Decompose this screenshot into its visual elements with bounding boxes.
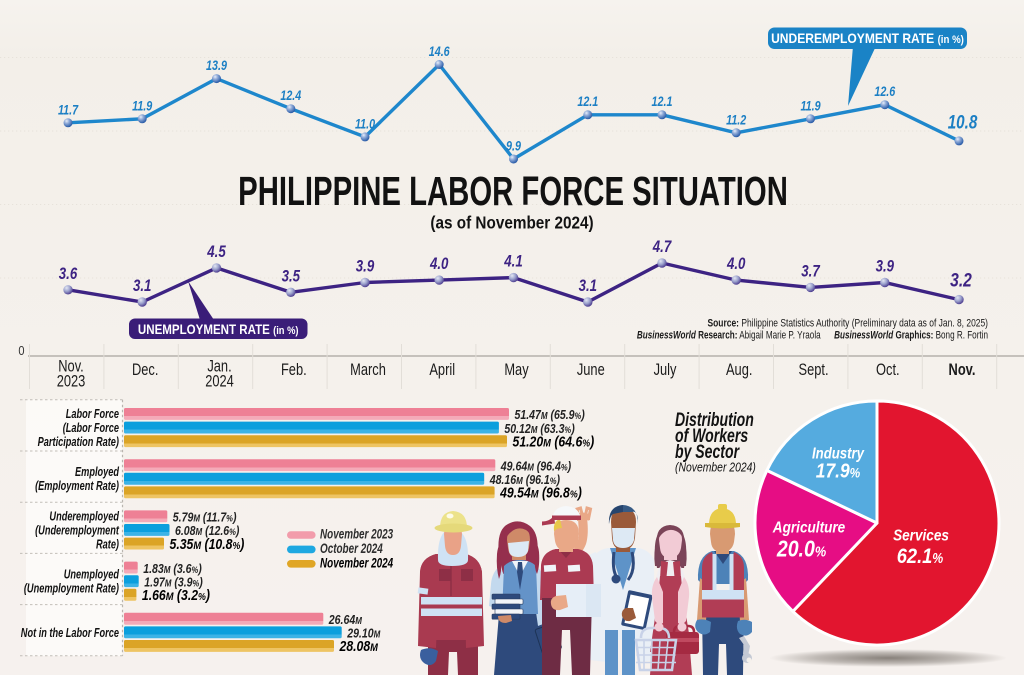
svg-text:Distribution: Distribution xyxy=(675,409,754,431)
svg-text:March: March xyxy=(350,362,386,380)
svg-text:Sept.: Sept. xyxy=(798,362,828,380)
svg-text:4.1: 4.1 xyxy=(503,252,522,271)
svg-text:2024: 2024 xyxy=(205,373,234,391)
svg-text:12.1: 12.1 xyxy=(652,94,673,110)
svg-text:4.0: 4.0 xyxy=(429,255,449,274)
svg-text:July: July xyxy=(654,362,677,380)
svg-text:11.9: 11.9 xyxy=(800,98,820,114)
svg-text:11.0: 11.0 xyxy=(355,116,375,132)
svg-text:3.5: 3.5 xyxy=(282,267,301,286)
svg-text:3.9: 3.9 xyxy=(876,257,895,276)
svg-text:April: April xyxy=(429,362,455,380)
svg-text:by Sector: by Sector xyxy=(675,441,740,463)
svg-text:Nov.: Nov. xyxy=(949,362,976,380)
svg-text:3.6: 3.6 xyxy=(59,264,78,283)
svg-text:11.7: 11.7 xyxy=(58,102,79,118)
svg-text:11.9: 11.9 xyxy=(132,98,152,114)
svg-text:28.08M: 28.08M xyxy=(339,638,379,654)
svg-text:Services: Services xyxy=(893,528,949,545)
svg-text:3.1: 3.1 xyxy=(579,277,597,296)
svg-text:12.6: 12.6 xyxy=(874,84,895,100)
svg-text:49.64M (96.4%): 49.64M (96.4%) xyxy=(500,458,571,473)
svg-text:PHILIPPINE LABOR FORCE SITUATI: PHILIPPINE LABOR FORCE SITUATION xyxy=(238,168,788,214)
svg-text:17.9%: 17.9% xyxy=(816,460,861,483)
svg-text:3.7: 3.7 xyxy=(801,262,820,281)
svg-text:Underemployed: Underemployed xyxy=(49,510,119,524)
svg-text:Industry: Industry xyxy=(812,446,865,463)
svg-text:14.6: 14.6 xyxy=(429,44,450,60)
svg-text:November 2023: November 2023 xyxy=(320,527,394,542)
svg-text:62.1%: 62.1% xyxy=(897,545,944,569)
svg-text:1.83M (3.6%): 1.83M (3.6%) xyxy=(143,561,202,576)
svg-text:2023: 2023 xyxy=(57,373,86,391)
svg-text:Rate): Rate) xyxy=(96,538,119,552)
svg-text:(November 2024): (November 2024) xyxy=(675,460,756,474)
svg-text:49.54M (96.8%): 49.54M (96.8%) xyxy=(499,485,582,501)
svg-text:of Workers: of Workers xyxy=(675,425,748,447)
svg-text:Unemployed: Unemployed xyxy=(64,568,119,582)
svg-text:Jan.: Jan. xyxy=(207,358,231,376)
svg-text:(as of November 2024): (as of November 2024) xyxy=(430,214,593,233)
svg-text:29.10M: 29.10M xyxy=(346,625,380,640)
svg-text:3.1: 3.1 xyxy=(133,277,151,296)
svg-text:BusinessWorld Research: Abigai: BusinessWorld Research: Abigail Marie P.… xyxy=(637,329,988,342)
svg-text:26.64M: 26.64M xyxy=(328,612,362,627)
svg-text:Oct.: Oct. xyxy=(876,362,900,380)
svg-text:48.16M (96.1%): 48.16M (96.1%) xyxy=(489,472,560,487)
svg-text:4.7: 4.7 xyxy=(652,238,672,257)
svg-text:(Unemployment Rate): (Unemployment Rate) xyxy=(24,582,119,596)
svg-text:0: 0 xyxy=(18,343,24,358)
svg-text:6.08M (12.6%): 6.08M (12.6%) xyxy=(175,523,239,538)
svg-text:51.20M (64.6%): 51.20M (64.6%) xyxy=(513,433,595,449)
svg-text:Labor Force: Labor Force xyxy=(66,408,119,422)
svg-text:Agriculture: Agriculture xyxy=(772,520,845,537)
svg-text:12.1: 12.1 xyxy=(577,94,598,110)
svg-text:51.47M (65.9%): 51.47M (65.9%) xyxy=(515,407,585,422)
svg-text:1.97M (3.9%): 1.97M (3.9%) xyxy=(144,574,203,589)
svg-text:Participation Rate): Participation Rate) xyxy=(38,436,120,450)
svg-text:October 2024: October 2024 xyxy=(320,542,383,557)
svg-text:Nov.: Nov. xyxy=(58,358,83,376)
svg-text:(Employment Rate): (Employment Rate) xyxy=(35,480,119,494)
svg-text:Employed: Employed xyxy=(75,466,119,480)
svg-text:UNEMPLOYMENT RATE (in %): UNEMPLOYMENT RATE (in %) xyxy=(138,322,299,337)
svg-text:May: May xyxy=(504,362,529,380)
svg-text:Feb.: Feb. xyxy=(281,362,307,380)
svg-text:Aug.: Aug. xyxy=(726,362,752,380)
svg-text:12.4: 12.4 xyxy=(280,88,301,104)
svg-text:5.79M (11.7%): 5.79M (11.7%) xyxy=(173,509,237,524)
svg-text:3.2: 3.2 xyxy=(950,269,972,291)
svg-text:Source: Philippine Statistics: Source: Philippine Statistics Authority … xyxy=(708,318,988,330)
svg-text:13.9: 13.9 xyxy=(206,58,227,74)
svg-text:Not in the Labor Force: Not in the Labor Force xyxy=(21,626,119,640)
svg-text:November 2024: November 2024 xyxy=(320,556,394,571)
svg-text:4.0: 4.0 xyxy=(726,255,746,274)
svg-text:10.8: 10.8 xyxy=(948,111,978,133)
svg-text:(Labor Force: (Labor Force xyxy=(63,422,119,436)
svg-text:5.35M (10.8%): 5.35M (10.8%) xyxy=(170,536,245,552)
svg-text:UNDEREMPLOYMENT RATE (in %): UNDEREMPLOYMENT RATE (in %) xyxy=(771,30,964,46)
svg-text:1.66M (3.2%): 1.66M (3.2%) xyxy=(142,587,211,603)
svg-text:(Underemployment: (Underemployment xyxy=(35,524,120,538)
svg-text:June: June xyxy=(577,362,605,380)
svg-text:11.2: 11.2 xyxy=(726,112,746,128)
svg-text:4.5: 4.5 xyxy=(206,243,226,262)
svg-text:Dec.: Dec. xyxy=(132,362,158,380)
svg-text:9.9: 9.9 xyxy=(506,138,521,154)
svg-text:50.12M (63.3%): 50.12M (63.3%) xyxy=(504,421,574,436)
svg-text:3.9: 3.9 xyxy=(356,257,375,276)
